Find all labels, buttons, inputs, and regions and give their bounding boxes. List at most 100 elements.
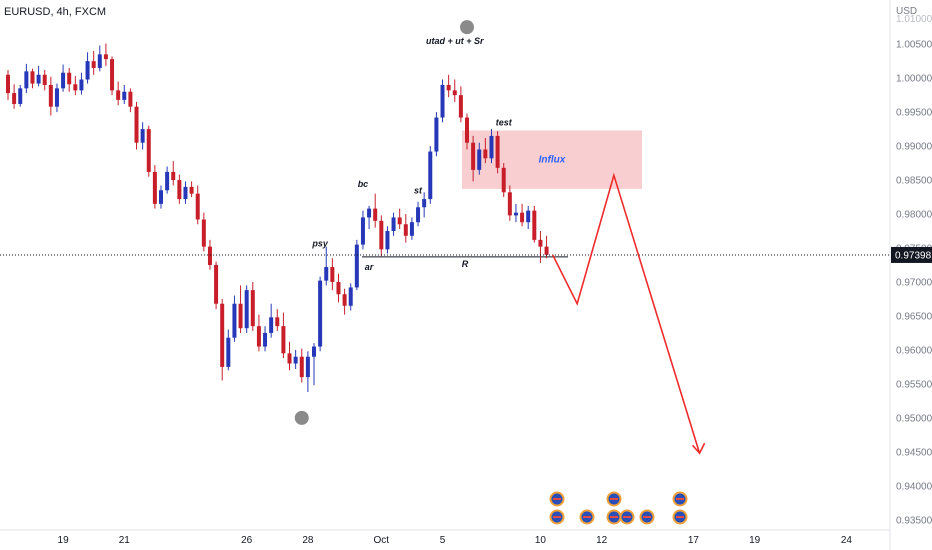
candle [24, 63, 29, 94]
candle-body [434, 117, 439, 152]
candle-body [354, 244, 359, 288]
candle-body [207, 246, 212, 265]
candle-body [12, 93, 17, 104]
candle-body [422, 199, 427, 208]
candle-body [452, 90, 457, 96]
candle [397, 208, 402, 229]
candle-body [201, 219, 206, 247]
candle [489, 129, 494, 164]
y-tick-label: 0.99500 [896, 108, 932, 119]
x-tick-label: 12 [596, 535, 608, 546]
event-flag-stripe [643, 516, 651, 518]
y-tick-label: 0.98500 [896, 176, 932, 187]
bottom-dot [294, 410, 309, 425]
event-flag-icon [606, 509, 622, 525]
candle-body [232, 303, 237, 338]
candle-body [544, 246, 549, 255]
candle-body [110, 59, 115, 91]
candle [159, 185, 163, 209]
candle-body [36, 74, 41, 84]
candle-body [287, 353, 292, 364]
y-tick-label: 0.99000 [896, 142, 932, 153]
x-axis[interactable]: 19 21 26 28 Oct 5 10 12 17 19 24 [58, 535, 853, 546]
candle-body [177, 180, 182, 200]
candle [342, 288, 347, 315]
candle-body [263, 332, 268, 347]
candle [477, 142, 482, 175]
x-tick-label: 28 [302, 535, 314, 546]
event-flag-stripe [610, 516, 618, 518]
x-tick-label: 19 [58, 535, 70, 546]
event-flag-stripe [623, 516, 631, 518]
candle-body [397, 217, 402, 225]
currency-label: USD [896, 6, 917, 17]
y-axis[interactable]: 1.00500 1.00000 0.99500 0.99000 0.98500 0.980… [896, 14, 932, 526]
candle [336, 273, 341, 303]
event-flag-icon [579, 509, 595, 525]
event-flag-icon [549, 491, 565, 507]
x-tick-label: 10 [535, 535, 547, 546]
candle [287, 341, 292, 371]
candle [220, 298, 225, 381]
influx-zone-label: Influx [539, 155, 566, 166]
annotation-label: utad + ut + Sr [426, 36, 484, 46]
x-tick-label: 19 [749, 535, 761, 546]
candle-body [85, 61, 90, 80]
candle [140, 122, 145, 150]
candle [422, 192, 427, 218]
candle-body [171, 171, 176, 181]
candle [110, 56, 115, 96]
event-flag-stripe [676, 498, 684, 500]
candle [330, 258, 335, 291]
candle-body [489, 135, 494, 159]
annotation-label: test [496, 118, 513, 128]
candle-body [24, 71, 29, 89]
x-tick-label: 26 [241, 535, 253, 546]
candle-body [477, 149, 482, 170]
candle-body [6, 74, 10, 94]
candle [532, 205, 537, 243]
candle-body [281, 326, 286, 354]
candle-body [440, 84, 445, 118]
candle [367, 205, 372, 229]
candle [373, 193, 378, 228]
event-flag-stripe [583, 516, 591, 518]
candle-body [140, 129, 145, 143]
candle [183, 181, 188, 204]
candle [495, 131, 500, 174]
annotation-label: psy [311, 239, 329, 249]
candle [526, 205, 531, 229]
projection-path[interactable] [551, 172, 706, 455]
candle-body [348, 287, 353, 306]
candle-body [403, 224, 408, 236]
candle [385, 226, 390, 254]
candle-body [116, 90, 121, 100]
candle [250, 281, 255, 331]
candle-body [91, 61, 96, 68]
candle [501, 163, 506, 198]
candle-body [61, 72, 66, 89]
current-price-tag: 0.97398 [891, 246, 932, 263]
event-flag-icon [619, 509, 635, 525]
candle-body [73, 84, 78, 91]
candle [324, 246, 329, 286]
economic-events[interactable] [549, 491, 688, 525]
event-flag-icon [639, 509, 655, 525]
event-flag-icon [672, 509, 688, 525]
candle-body [416, 207, 421, 223]
candle [73, 76, 78, 96]
annotations: psy bc st utad + ut + Sr test ar R [311, 36, 512, 272]
support-label-right: R [462, 259, 469, 269]
candle-body [220, 303, 225, 367]
candle [483, 137, 488, 164]
candle-body [159, 190, 163, 204]
candle-body [79, 79, 84, 91]
event-flag-stripe [553, 498, 561, 500]
candle [134, 101, 139, 150]
candle-body [67, 72, 72, 85]
candle-body [312, 346, 316, 357]
candle-body [324, 267, 329, 281]
candle-body [244, 290, 249, 329]
candle-body [275, 317, 280, 327]
